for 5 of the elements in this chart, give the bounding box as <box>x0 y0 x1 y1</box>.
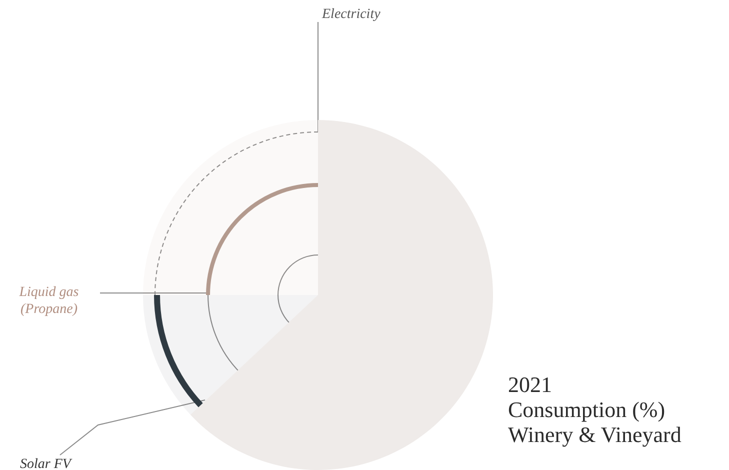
text: 2021 <box>508 372 553 397</box>
slice-label: Solar FV <box>20 456 71 470</box>
text: Consumption (%) Winery & Vineyard <box>508 397 682 447</box>
slice-label: Electricity <box>322 6 380 23</box>
slice-label: Liquid gas (Propane) <box>18 284 80 318</box>
